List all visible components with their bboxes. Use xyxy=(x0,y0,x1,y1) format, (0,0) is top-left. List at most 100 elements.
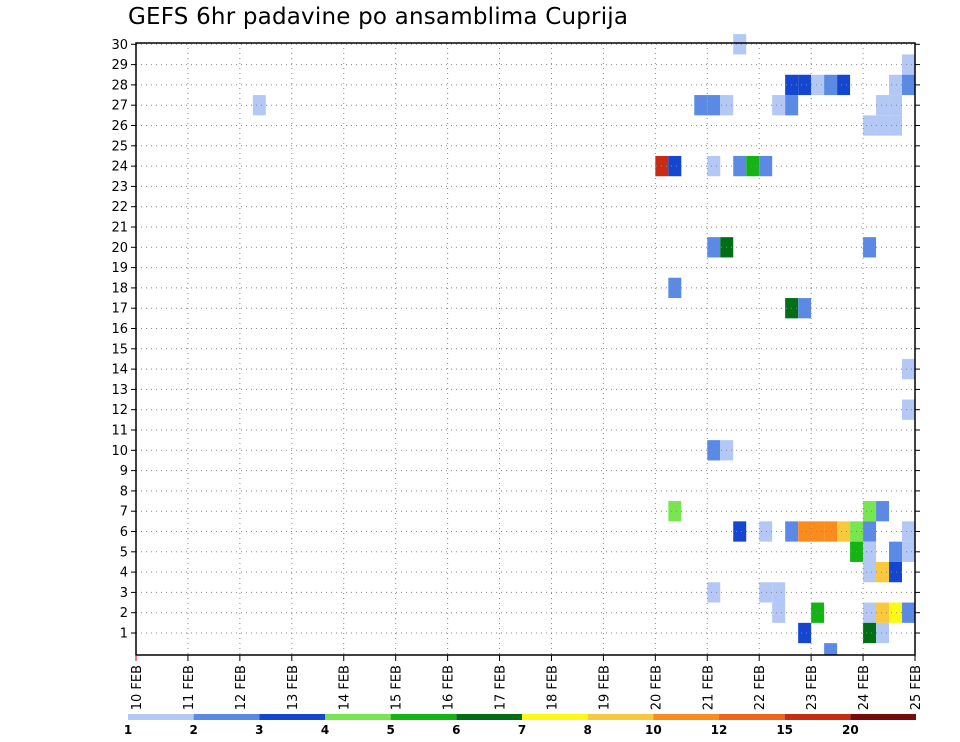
x-tick-label: 17 FEB xyxy=(494,665,509,710)
heatmap-cell xyxy=(837,521,851,542)
y-tick-label: 8 xyxy=(120,484,128,499)
x-tick-label: 14 FEB xyxy=(338,665,353,710)
legend-swatch xyxy=(522,714,588,720)
legend-swatch xyxy=(719,714,785,720)
y-tick-label: 4 xyxy=(120,566,128,581)
legend-swatch xyxy=(259,714,325,720)
heatmap-cell xyxy=(863,501,877,522)
x-tick-label: 10 FEB xyxy=(130,665,145,710)
heatmap-cell xyxy=(876,501,890,522)
heatmap-cell xyxy=(668,501,682,522)
y-tick-label: 9 xyxy=(120,464,128,479)
legend-label: 8 xyxy=(583,723,591,737)
legend-label: 10 xyxy=(645,723,662,737)
legend-swatch xyxy=(128,714,194,720)
legend-swatch xyxy=(850,714,916,720)
y-tick-label: 10 xyxy=(111,444,128,459)
y-tick-label: 22 xyxy=(111,200,128,215)
heatmap-cell xyxy=(876,561,890,583)
heatmap-cell xyxy=(876,115,890,136)
heatmap-cell xyxy=(902,521,915,542)
heatmap-cell xyxy=(902,541,915,562)
legend-label: 2 xyxy=(189,723,197,737)
y-tick-label: 28 xyxy=(111,78,128,93)
heatmap-cell xyxy=(902,602,915,623)
y-tick-label: 17 xyxy=(111,302,128,317)
heatmap-cell xyxy=(837,74,851,96)
heatmap-cell xyxy=(798,521,812,542)
x-tick-label: 24 FEB xyxy=(857,665,872,710)
legend-label: 4 xyxy=(321,723,329,737)
heatmap-cell xyxy=(733,155,747,177)
heatmap-cell xyxy=(811,602,825,623)
y-tick-label: 3 xyxy=(120,586,128,601)
heatmap-cell xyxy=(863,541,877,562)
heatmap-cell xyxy=(707,582,721,603)
x-tick-label: 12 FEB xyxy=(234,665,249,710)
x-tick-label: 23 FEB xyxy=(805,665,820,710)
plot-frame xyxy=(135,42,916,656)
heatmap-cells xyxy=(252,34,915,655)
heatmap-cell xyxy=(889,115,903,136)
heatmap-cell xyxy=(902,74,915,96)
legend-label: 5 xyxy=(386,723,394,737)
y-tick-label: 1 xyxy=(120,627,128,642)
heatmap-cell xyxy=(876,622,890,644)
y-tick-label: 15 xyxy=(111,342,128,357)
y-tick-label: 26 xyxy=(111,119,128,134)
heatmap-cell xyxy=(902,399,915,420)
heatmap-cell xyxy=(889,561,903,583)
heatmap-cell xyxy=(824,643,838,655)
heatmap-cell xyxy=(889,602,903,623)
legend-swatch xyxy=(456,714,522,720)
x-tick-label: 18 FEB xyxy=(545,665,560,710)
heatmap-cell xyxy=(707,95,721,116)
heatmap-cell xyxy=(811,74,825,96)
legend-label: 12 xyxy=(711,723,728,737)
x-tick-label: 20 FEB xyxy=(649,665,664,710)
heatmap-cell xyxy=(252,95,266,116)
heatmap-cell xyxy=(733,34,747,55)
legend-swatch xyxy=(653,714,719,720)
heatmap-cell xyxy=(694,95,708,116)
gridlines xyxy=(136,43,915,655)
heatmap-cell xyxy=(876,95,890,116)
heatmap-cell xyxy=(798,622,812,644)
y-axis: 1234567891011121314151617181920212223242… xyxy=(111,38,920,642)
y-tick-label: 5 xyxy=(120,545,128,560)
y-tick-label: 21 xyxy=(111,221,128,236)
heatmap-cell xyxy=(707,237,721,258)
heatmap-cell xyxy=(876,602,890,623)
legend-label: 20 xyxy=(842,723,859,737)
heatmap-cell xyxy=(811,521,825,542)
y-tick-label: 25 xyxy=(111,139,128,154)
x-tick-label: 16 FEB xyxy=(442,665,457,710)
heatmap-cell xyxy=(772,95,786,116)
heatmap-cell xyxy=(668,155,682,177)
legend-label: 15 xyxy=(776,723,793,737)
heatmap-cell xyxy=(863,561,877,583)
legend-label: 6 xyxy=(452,723,460,737)
heatmap-cell xyxy=(772,602,786,623)
y-tick-label: 12 xyxy=(111,403,128,418)
x-tick-label: 19 FEB xyxy=(597,665,612,710)
legend-label: 3 xyxy=(255,723,263,737)
heatmap-cell xyxy=(863,602,877,623)
heatmap-cell xyxy=(759,521,773,542)
heatmap-cell xyxy=(902,358,915,380)
legend-swatch xyxy=(193,714,260,720)
heatmap-cell xyxy=(759,155,773,177)
heatmap-cell xyxy=(759,582,773,603)
heatmap-cell xyxy=(863,622,877,644)
y-tick-label: 13 xyxy=(111,383,128,398)
x-tick-label: 25 FEB xyxy=(909,665,924,710)
y-tick-label: 20 xyxy=(111,241,128,256)
heatmap-cell xyxy=(772,582,786,603)
heatmap-cell xyxy=(707,440,721,461)
legend-swatch xyxy=(390,714,457,720)
legend-swatch xyxy=(325,714,391,720)
heatmap-cell xyxy=(798,74,812,96)
heatmap-cell xyxy=(668,277,682,299)
legend-swatch xyxy=(587,714,654,720)
